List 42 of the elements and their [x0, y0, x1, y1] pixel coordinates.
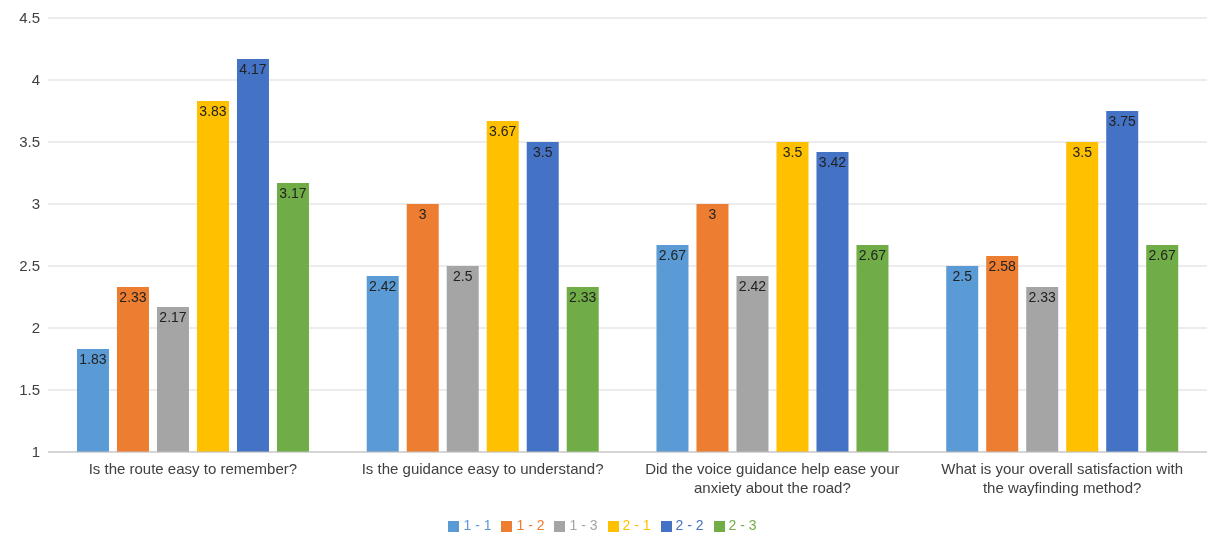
data-label: 2.33: [119, 289, 147, 306]
data-label: 2.42: [369, 277, 397, 294]
data-label: 3.5: [1072, 143, 1093, 160]
data-label: 3.67: [489, 122, 517, 139]
data-label: 2.58: [988, 258, 1017, 275]
y-tick-label: 1: [31, 443, 40, 461]
data-label: 3.75: [1108, 112, 1137, 129]
y-tick-label: 2.5: [19, 257, 40, 275]
y-tick-label: 1.5: [19, 381, 40, 399]
x-tick-label: What is your overall satisfaction with the wayfinding method?: [941, 460, 1184, 496]
y-tick-label: 3.5: [19, 133, 40, 151]
data-label: 3.5: [782, 143, 803, 160]
data-label: 1.83: [79, 351, 107, 368]
data-label: 2.42: [738, 277, 767, 294]
data-label: 2.67: [1148, 246, 1177, 263]
data-label: 2.67: [658, 246, 687, 263]
data-label: 2.67: [858, 246, 887, 263]
data-label: 2.5: [452, 267, 473, 284]
y-tick-label: 4.5: [19, 9, 40, 27]
data-label: 2.33: [569, 289, 597, 306]
legend-label: 2 - 2: [675, 517, 704, 533]
legend-label: 2 - 3: [728, 517, 757, 533]
data-label: 4.17: [239, 60, 267, 77]
y-tick-label: 4: [31, 71, 40, 89]
x-tick-label: Did the voice guidance help ease your anxiety about the road?: [645, 460, 900, 496]
legend-label: 1 - 2: [516, 517, 545, 533]
legend-label: 2 - 1: [622, 517, 651, 533]
data-label: 2.17: [159, 308, 187, 325]
data-label: 2.5: [952, 267, 973, 284]
data-label: 3.42: [818, 153, 847, 170]
legend-label: 1 - 1: [463, 517, 492, 533]
y-tick-label: 2: [31, 319, 40, 337]
data-label: 3: [418, 205, 427, 222]
data-label: 3.83: [199, 103, 227, 120]
x-tick-label: Is the guidance easy to understand?: [361, 460, 604, 477]
x-tick-label: Is the route easy to remember?: [88, 460, 298, 477]
legend-label: 1 - 3: [569, 517, 598, 533]
data-label: 3.5: [532, 143, 553, 160]
data-label: 3.17: [279, 184, 307, 201]
data-label: 2.33: [1028, 289, 1057, 306]
y-tick-label: 3: [31, 195, 40, 213]
data-label: 3: [708, 205, 717, 222]
